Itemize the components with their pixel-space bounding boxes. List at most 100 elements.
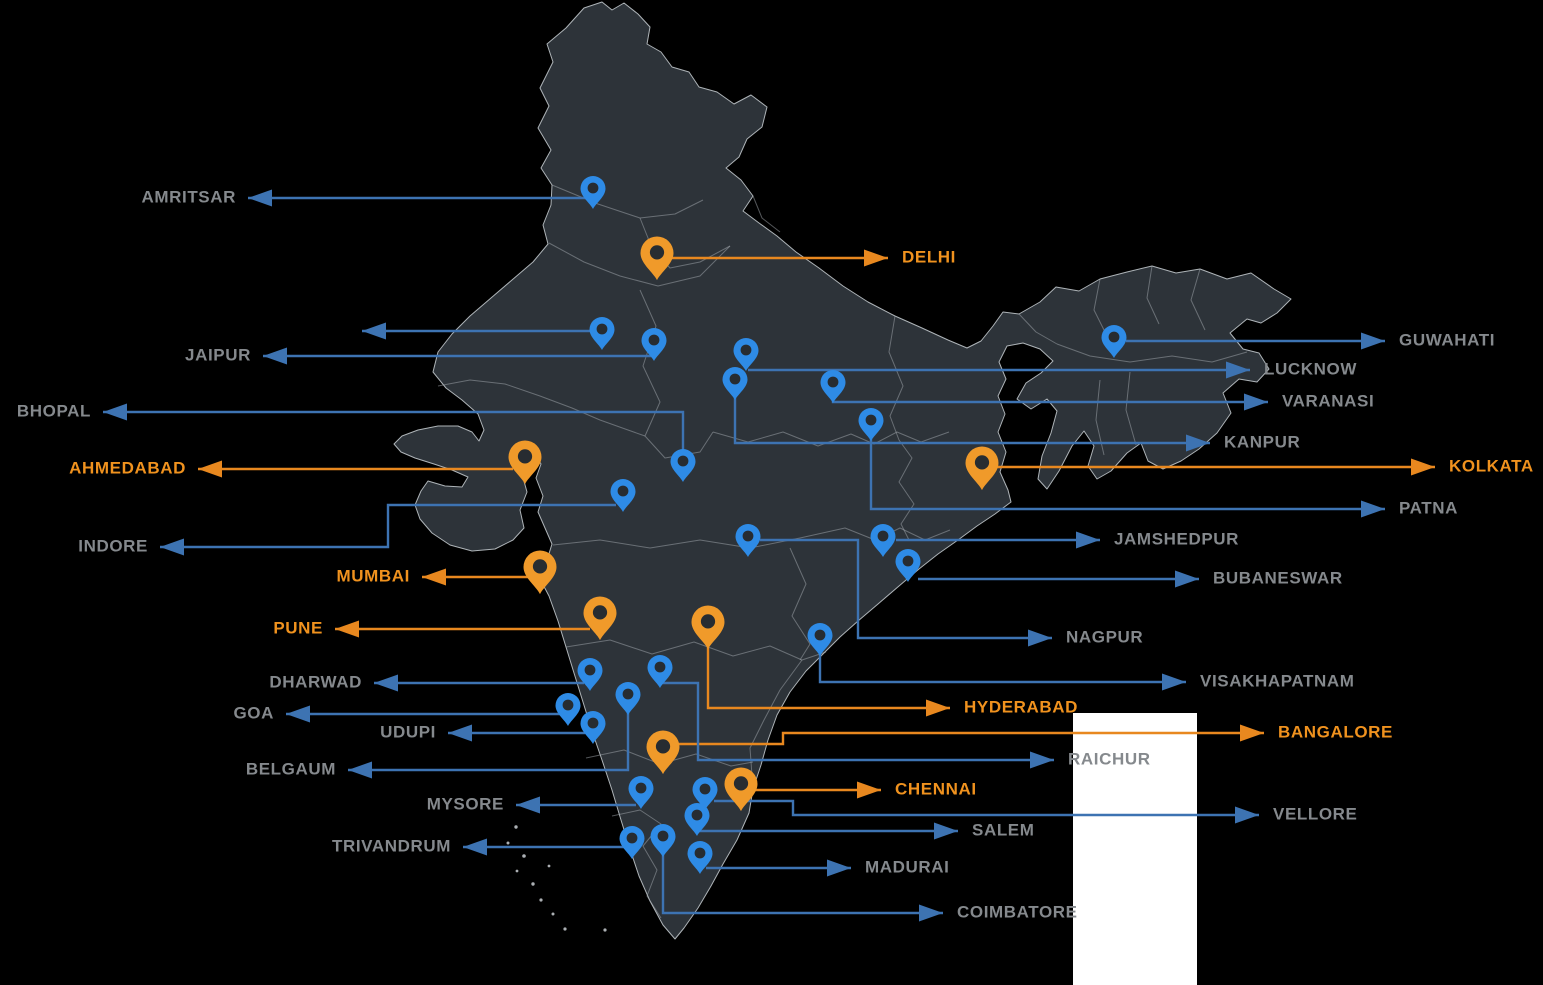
callout-arrow-jamshedpur — [1076, 531, 1100, 549]
callout-line-hyderabad — [706, 644, 950, 710]
city-pin-patna — [858, 408, 884, 441]
city-label-ahmedabad: AHMEDABAD — [69, 458, 186, 478]
callout-arrow-bhopal — [103, 403, 127, 421]
callout-line-visakhapatnam — [818, 651, 1186, 684]
callout-arrow-vellore — [1235, 806, 1259, 824]
city-pin-belgaum — [615, 682, 641, 715]
city-pin-guwahati — [1101, 325, 1127, 358]
city-pin-mysore — [628, 776, 654, 809]
city-label-hyderabad: HYDERABAD — [964, 697, 1079, 717]
city-pin-amritsar — [580, 176, 606, 209]
city-label-goa: GOA — [233, 703, 274, 723]
callout-arrow-amritsar — [248, 189, 272, 207]
white-overlay-rectangle — [1073, 713, 1197, 985]
city-pin-madurai — [687, 841, 713, 874]
city-pin-coimbatore — [650, 824, 676, 857]
city-pin-unlabeled — [589, 317, 615, 350]
callout-line-varanasi — [831, 400, 1268, 404]
callout-line-indore — [160, 503, 616, 549]
callout-arrow-kanpur — [1186, 434, 1210, 452]
city-pin-kanpur — [722, 367, 748, 400]
city-label-bubaneswar: BUBANESWAR — [1213, 568, 1343, 588]
callout-arrow-goa — [286, 705, 310, 723]
city-label-bhopal: BHOPAL — [16, 401, 91, 421]
callout-line-vellore — [714, 799, 1259, 817]
city-label-amritsar: AMRITSAR — [141, 187, 236, 207]
city-pin-ahmedabad — [508, 440, 542, 485]
city-pin-mumbai — [523, 550, 557, 595]
callout-arrow-pune — [335, 620, 359, 638]
callout-arrow-ahmedabad — [198, 460, 222, 478]
city-label-chennai: CHENNAI — [895, 779, 977, 799]
callout-arrow-trivandrum — [463, 838, 487, 856]
callout-line-nagpur — [760, 538, 1052, 640]
city-pin-visakhapatnam — [807, 623, 833, 656]
callout-arrow-udupi — [448, 724, 472, 742]
city-label-nagpur: NAGPUR — [1066, 627, 1144, 647]
callout-line-belgaum — [348, 712, 630, 772]
city-pin-kolkata — [965, 446, 999, 491]
city-pin-dharwad — [577, 658, 603, 691]
callout-line-kanpur — [733, 396, 1210, 445]
city-pin-pune — [583, 596, 617, 641]
callout-arrow-varanasi — [1244, 393, 1268, 411]
city-pin-jaipur — [641, 328, 667, 361]
callout-arrow-mysore — [516, 796, 540, 814]
callout-line-coimbatore — [661, 853, 943, 915]
city-label-jamshedpur: JAMSHEDPUR — [1114, 529, 1240, 549]
callout-arrow-lucknow — [1226, 361, 1250, 379]
island-dots — [506, 825, 607, 932]
callout-arrow-coimbatore — [919, 904, 943, 922]
city-label-madurai: MADURAI — [865, 857, 950, 877]
city-pin-raichur — [647, 655, 673, 688]
city-label-patna: PATNA — [1399, 498, 1459, 518]
city-pin-hyderabad — [691, 605, 725, 650]
city-label-mumbai: MUMBAI — [336, 566, 410, 586]
city-label-delhi: DELHI — [902, 247, 956, 267]
city-label-salem: SALEM — [972, 820, 1035, 840]
city-pin-salem — [684, 803, 710, 836]
city-label-indore: INDORE — [78, 536, 148, 556]
callout-arrow-delhi — [864, 249, 888, 267]
city-label-pune: PUNE — [273, 618, 323, 638]
callout-arrow-raichur — [1030, 751, 1054, 769]
city-pin-indore — [610, 479, 636, 512]
callout-arrow-guwahati — [1361, 332, 1385, 350]
callout-arrow-belgaum — [348, 761, 372, 779]
city-label-kanpur: KANPUR — [1224, 432, 1301, 452]
city-pin-varanasi — [820, 370, 846, 403]
city-pin-udupi — [580, 711, 606, 744]
city-pin-vellore — [692, 777, 718, 810]
callout-arrow-unlabeled — [362, 322, 386, 340]
city-label-udupi: UDUPI — [380, 722, 436, 742]
callout-arrow-patna — [1361, 500, 1385, 518]
callout-arrow-bangalore — [1240, 724, 1264, 742]
city-label-kolkata: KOLKATA — [1449, 456, 1534, 476]
callout-arrow-visakhapatnam — [1162, 673, 1186, 691]
callout-arrow-madurai — [827, 859, 851, 877]
callout-arrow-chennai — [857, 781, 881, 799]
callout-line-bhopal — [103, 410, 685, 450]
city-pin-delhi — [640, 236, 674, 281]
city-label-dharwad: DHARWAD — [269, 672, 362, 692]
india-landmass — [393, 1, 1292, 940]
city-label-bangalore: BANGALORE — [1278, 722, 1393, 742]
city-label-varanasi: VARANASI — [1282, 391, 1375, 411]
city-label-vellore: VELLORE — [1273, 804, 1358, 824]
city-label-jaipur: JAIPUR — [185, 345, 251, 365]
callout-arrow-mumbai — [422, 568, 446, 586]
city-pin-nagpur — [735, 524, 761, 557]
city-pin-trivandrum — [619, 826, 645, 859]
callout-arrow-kolkata — [1411, 458, 1435, 476]
callout-arrow-nagpur — [1028, 629, 1052, 647]
callout-line-raichur — [660, 681, 1054, 762]
city-pin-bubaneswar — [895, 549, 921, 582]
city-label-trivandrum: TRIVANDRUM — [331, 836, 451, 856]
city-label-belgaum: BELGAUM — [245, 759, 336, 779]
city-pin-jamshedpur — [870, 524, 896, 557]
callout-arrow-salem — [934, 822, 958, 840]
city-label-raichur: RAICHUR — [1068, 749, 1151, 769]
city-pin-bangalore — [646, 730, 680, 775]
